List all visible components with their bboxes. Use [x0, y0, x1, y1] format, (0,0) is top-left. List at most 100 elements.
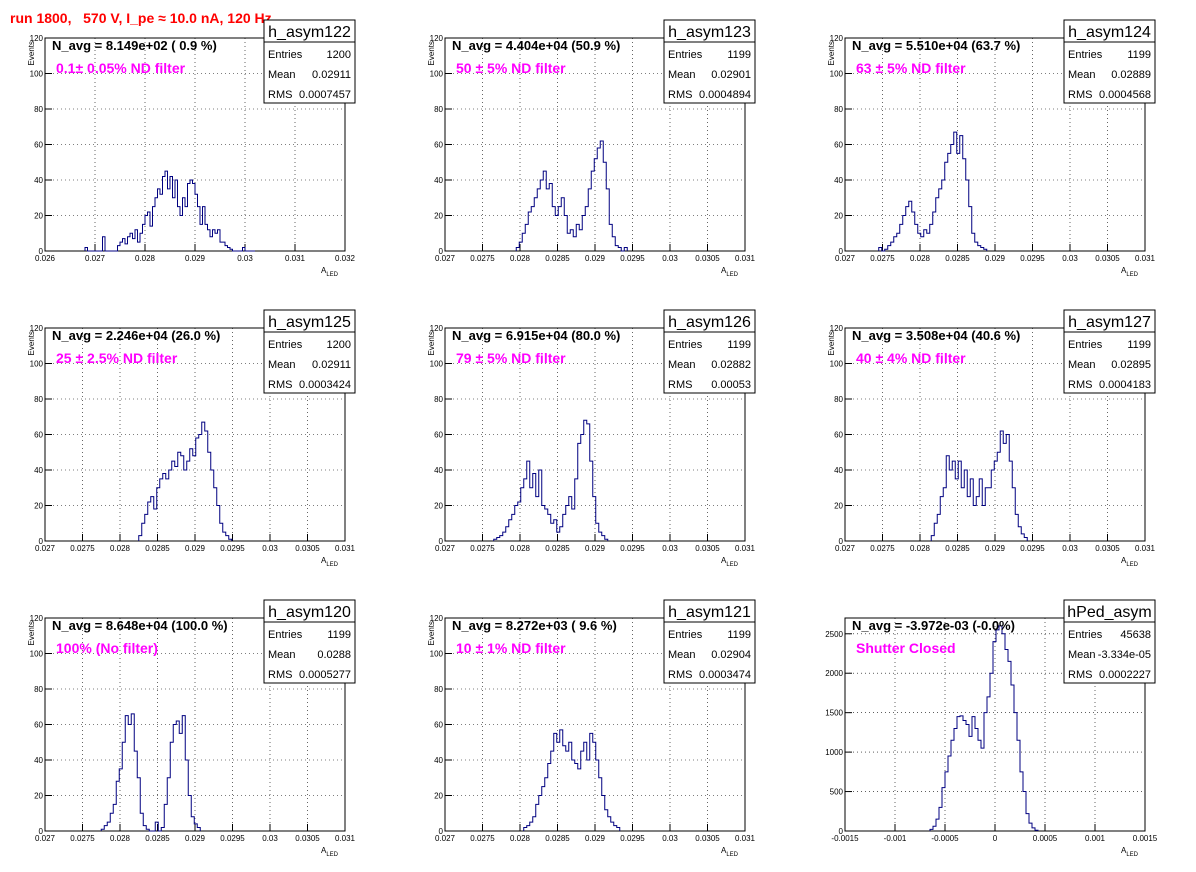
x-tick-label: 0.029	[185, 254, 206, 263]
y-tick-label: 2000	[825, 669, 843, 678]
chart-panel-h_asym126: 0.027 0.0275 0.028 0.0285 0.029 0.0295 0.03 0.0…	[427, 309, 756, 568]
navg-label: N_avg = 5.510e+04 (63.7 %)	[852, 38, 1020, 53]
y-axis-title: Events	[427, 331, 436, 355]
filter-label: 0.1± 0.05% ND filter	[56, 60, 186, 76]
x-tick-label: 0.0275	[870, 544, 895, 553]
chart-panel-h_asym127: 0.027 0.0275 0.028 0.0285 0.029 0.0295 0.03 0.0…	[827, 309, 1156, 568]
stats-value: 0.0007457	[299, 89, 351, 101]
stats-key: Entries	[1068, 49, 1103, 61]
x-axis-title: ALED	[321, 846, 339, 858]
x-tick-label: 0.027	[435, 254, 456, 263]
stats-key: Entries	[268, 49, 303, 61]
histogram-name: h_asym121	[668, 604, 751, 621]
x-tick-label: 0.029	[985, 544, 1006, 553]
stats-key: Mean	[668, 649, 696, 661]
y-tick-label: 80	[834, 105, 843, 114]
y-tick-label: 80	[34, 395, 43, 404]
stats-value: -3.334e-05	[1098, 649, 1151, 661]
y-tick-label: 0	[39, 827, 44, 836]
x-tick-label: 0.029	[985, 254, 1006, 263]
navg-label: N_avg = 2.246e+04 (26.0 %)	[52, 328, 220, 343]
stats-value: 1200	[327, 339, 351, 351]
x-tick-label: 0.0285	[145, 544, 170, 553]
x-tick-label: 0.028	[510, 544, 531, 553]
y-axis-title: Events	[827, 41, 836, 65]
filter-label: 79 ± 5% ND filter	[456, 350, 566, 366]
stats-key: Mean	[668, 69, 696, 81]
stats-value: 0.0003424	[299, 379, 351, 391]
stats-key: Entries	[268, 339, 303, 351]
filter-label: 50 ± 5% ND filter	[456, 60, 566, 76]
y-tick-label: 20	[34, 792, 43, 801]
navg-label: N_avg = 8.272e+03 ( 9.6 %)	[452, 618, 617, 633]
navg-label: N_avg = -3.972e-03 (-0.0%)	[852, 618, 1015, 633]
x-tick-label: 0.0305	[695, 254, 720, 263]
x-tick-label: 0.03	[1062, 254, 1078, 263]
stats-key: RMS	[1068, 669, 1092, 681]
stats-value: 0.0002227	[1099, 669, 1151, 681]
stats-value: 0.0005277	[299, 669, 351, 681]
x-axis-title: ALED	[321, 556, 339, 568]
y-tick-label: 0	[439, 827, 444, 836]
y-tick-label: 60	[34, 141, 43, 150]
chart-panel-h_asym125: 0.027 0.0275 0.028 0.0285 0.029 0.0295 0.03 0.0…	[27, 309, 356, 568]
stats-value: 45638	[1120, 629, 1151, 641]
x-tick-label: 0.027	[435, 834, 456, 843]
stats-key: Entries	[268, 629, 303, 641]
y-tick-label: 60	[34, 721, 43, 730]
x-tick-label: 0.0275	[70, 544, 95, 553]
x-tick-label: 0.027	[85, 254, 106, 263]
x-tick-label: 0.0275	[870, 254, 895, 263]
stats-key: RMS	[668, 669, 692, 681]
y-tick-label: 0	[839, 247, 844, 256]
stats-value: 0.0004568	[1099, 89, 1151, 101]
stats-key: RMS	[1068, 89, 1092, 101]
x-tick-label: 0.0295	[1020, 544, 1045, 553]
x-tick-label: 0.0305	[695, 544, 720, 553]
x-tick-label: 0.027	[435, 544, 456, 553]
x-tick-label: 0.03	[662, 834, 678, 843]
stats-key: RMS	[268, 669, 292, 681]
stats-value: 1199	[727, 629, 751, 641]
x-tick-label: 0.028	[110, 834, 131, 843]
y-tick-label: 120	[430, 324, 444, 333]
y-tick-label: 100	[30, 650, 44, 659]
histogram-name: h_asym123	[668, 24, 751, 41]
stats-value: 0.0003474	[699, 669, 751, 681]
stats-value: 0.02904	[711, 649, 751, 661]
chart-panel-h_asym121: 0.027 0.0275 0.028 0.0285 0.029 0.0295 0.03 0.0…	[427, 599, 756, 858]
x-axis-title: ALED	[721, 846, 739, 858]
navg-label: N_avg = 4.404e+04 (50.9 %)	[452, 38, 620, 53]
stats-key: Mean	[268, 649, 296, 661]
histogram-name: h_asym125	[268, 314, 351, 331]
filter-label: 63 ± 5% ND filter	[856, 60, 966, 76]
x-tick-label: 0.03	[262, 834, 278, 843]
histogram-name: hPed_asym	[1067, 604, 1152, 621]
y-tick-label: 120	[830, 324, 844, 333]
chart-panel-h_asym122: 0.026 0.027 0.028 0.029 0.03 0.031 0.032 0 20 40 6…	[27, 19, 356, 278]
x-tick-label: 0.0295	[220, 544, 245, 553]
x-tick-label: 0.0295	[620, 544, 645, 553]
y-tick-label: 1500	[825, 709, 843, 718]
x-tick-label: 0.031	[335, 834, 356, 843]
y-tick-label: 20	[834, 212, 843, 221]
stats-key: Entries	[1068, 629, 1103, 641]
y-tick-label: 80	[34, 105, 43, 114]
y-tick-label: 80	[834, 395, 843, 404]
filter-label: 100% (No filter)	[56, 640, 158, 656]
histogram-line	[138, 421, 233, 541]
x-tick-label: 0.0285	[945, 254, 970, 263]
stats-key: Entries	[1068, 339, 1103, 351]
stats-value: 0.02889	[1111, 69, 1151, 81]
y-tick-label: 20	[434, 212, 443, 221]
stats-box	[663, 309, 756, 394]
stats-key: Mean	[268, 359, 296, 371]
x-tick-label: 0.031	[1135, 544, 1156, 553]
stats-value: 1199	[1127, 49, 1151, 61]
x-tick-label: 0.028	[135, 254, 156, 263]
x-tick-label: 0.0295	[620, 834, 645, 843]
navg-label: N_avg = 8.149e+02 ( 0.9 %)	[52, 38, 217, 53]
y-tick-label: 2500	[825, 630, 843, 639]
stats-key: Mean	[1068, 649, 1096, 661]
x-tick-label: 0.028	[110, 544, 131, 553]
